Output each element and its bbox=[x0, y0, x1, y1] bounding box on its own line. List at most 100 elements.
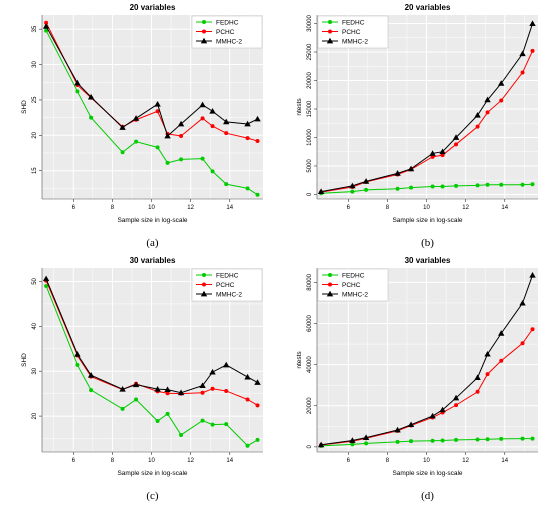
data-point-pchc bbox=[245, 397, 250, 402]
data-point-mmhc-2 bbox=[254, 379, 261, 385]
data-point-pchc bbox=[224, 131, 229, 136]
data-point-mmhc-2 bbox=[119, 385, 126, 392]
legend-entry: FEDHC bbox=[342, 272, 365, 279]
data-point-mmhc-2 bbox=[529, 20, 536, 26]
data-point-mmhc-2 bbox=[452, 134, 460, 140]
legend-entry: MMHC-2 bbox=[342, 291, 368, 298]
data-point-pchc bbox=[475, 389, 480, 394]
y-tick-label: 20000 bbox=[307, 72, 313, 89]
data-point-fedhc bbox=[530, 436, 535, 441]
x-tick-label: 14 bbox=[501, 205, 508, 211]
legend-swatch-marker bbox=[328, 20, 332, 24]
data-point-mmhc-2 bbox=[119, 124, 126, 130]
panel-caption: (a) bbox=[146, 237, 159, 249]
data-point-fedhc bbox=[475, 437, 480, 442]
x-tick-label: 14 bbox=[226, 458, 233, 464]
data-point-mmhc-2 bbox=[474, 374, 481, 380]
legend-entry: PCHC bbox=[216, 282, 235, 289]
data-point-mmhc-2 bbox=[349, 437, 356, 443]
panel-d: 6 8 10 12 14 0 20000 40000 60000 80000 30 variable… bbox=[275, 253, 550, 506]
data-point-fedhc bbox=[475, 183, 480, 188]
data-point-mmhc-2 bbox=[177, 389, 185, 396]
x-tick-label: 10 bbox=[148, 205, 155, 211]
x-axis-label: Sample size in log-scale bbox=[117, 217, 187, 224]
data-point-fedhc bbox=[179, 157, 184, 162]
data-point-fedhc bbox=[255, 437, 260, 442]
legend-entry: MMHC-2 bbox=[216, 38, 242, 45]
data-point-pchc bbox=[530, 327, 535, 332]
data-point-pchc bbox=[224, 388, 229, 393]
panel-b-svg: 6 8 10 12 14 0 5000 10000 15000 20000 25000 30000 20… bbox=[296, 3, 538, 249]
data-point-mmhc-2 bbox=[223, 361, 230, 368]
data-point-fedhc bbox=[520, 182, 525, 187]
data-point-fedhc bbox=[245, 186, 250, 191]
data-point-mmhc-2 bbox=[42, 275, 50, 282]
x-tick-label: 8 bbox=[111, 458, 115, 464]
legend-swatch-marker bbox=[200, 290, 208, 297]
x-axis-label: Sample size in log-scale bbox=[392, 217, 462, 224]
data-point-fedhc bbox=[134, 397, 139, 402]
x-tick-label: 12 bbox=[462, 458, 469, 464]
data-point-mmhc-2 bbox=[484, 350, 491, 357]
data-point-fedhc bbox=[89, 388, 94, 393]
legend-entry: PCHC bbox=[342, 282, 361, 289]
y-tick-label: 20000 bbox=[307, 397, 313, 414]
data-point-mmhc-2 bbox=[42, 23, 50, 29]
data-point-fedhc bbox=[485, 437, 490, 442]
data-point-fedhc bbox=[440, 184, 445, 189]
legend-swatch-marker bbox=[328, 273, 332, 277]
data-point-mmhc-2 bbox=[429, 412, 436, 419]
data-point-mmhc-2 bbox=[209, 368, 216, 375]
legend-swatch-marker bbox=[328, 29, 332, 34]
y-tick-label: 35 bbox=[32, 25, 38, 32]
data-point-fedhc bbox=[499, 436, 504, 441]
data-point-fedhc bbox=[200, 418, 205, 423]
data-point-fedhc bbox=[364, 441, 369, 446]
legend-swatch-marker bbox=[202, 20, 206, 24]
data-point-fedhc bbox=[530, 182, 535, 187]
data-point-mmhc-2 bbox=[199, 382, 206, 388]
y-tick-label: 5000 bbox=[307, 159, 313, 173]
legend-swatch-marker bbox=[326, 37, 334, 44]
data-point-fedhc bbox=[44, 28, 49, 33]
data-point-mmhc-2 bbox=[164, 386, 171, 393]
x-tick-label: 8 bbox=[386, 458, 390, 464]
chart-title: 30 variables bbox=[405, 256, 451, 265]
data-point-fedhc bbox=[409, 185, 414, 190]
panel-c: 6 8 10 12 14 20 30 40 50 30 variables Sample size … bbox=[0, 253, 275, 506]
legend-swatch-marker bbox=[202, 282, 206, 287]
data-point-fedhc bbox=[440, 438, 445, 443]
panel-caption: (b) bbox=[421, 237, 434, 249]
data-point-pchc bbox=[200, 116, 205, 121]
data-point-mmhc-2 bbox=[452, 394, 460, 401]
data-point-pchc bbox=[530, 48, 535, 53]
data-point-mmhc-2 bbox=[164, 132, 171, 139]
legend-swatch-marker bbox=[200, 37, 208, 44]
data-point-fedhc bbox=[245, 443, 250, 448]
x-tick-label: 6 bbox=[347, 458, 351, 464]
data-point-mmhc-2 bbox=[498, 330, 505, 336]
panel-a-svg: 6 8 10 12 14 15 20 25 30 35 20 variables Sample siz… bbox=[21, 3, 263, 249]
x-tick-label: 14 bbox=[501, 458, 508, 464]
panel-a: 6 8 10 12 14 15 20 25 30 35 20 variables Sample siz… bbox=[0, 0, 275, 253]
data-point-mmhc-2 bbox=[349, 182, 356, 189]
panel-d-svg: 6 8 10 12 14 0 20000 40000 60000 80000 30 variable… bbox=[296, 256, 538, 502]
x-tick-label: 10 bbox=[423, 205, 430, 211]
legend-entry: PCHC bbox=[216, 29, 235, 36]
data-point-mmhc-2 bbox=[244, 120, 251, 127]
data-point-fedhc bbox=[44, 283, 49, 288]
data-point-mmhc-2 bbox=[317, 188, 325, 194]
data-point-pchc bbox=[430, 154, 435, 159]
data-point-mmhc-2 bbox=[407, 421, 415, 428]
data-point-mmhc-2 bbox=[407, 165, 415, 172]
data-point-mmhc-2 bbox=[74, 79, 81, 86]
data-point-pchc bbox=[454, 403, 459, 408]
data-point-fedhc bbox=[155, 145, 160, 150]
data-point-fedhc bbox=[430, 438, 435, 443]
data-point-fedhc bbox=[454, 437, 459, 442]
x-tick-label: 6 bbox=[72, 458, 76, 464]
x-tick-label: 12 bbox=[462, 205, 469, 211]
data-point-mmhc-2 bbox=[429, 150, 436, 156]
data-point-fedhc bbox=[120, 406, 125, 411]
